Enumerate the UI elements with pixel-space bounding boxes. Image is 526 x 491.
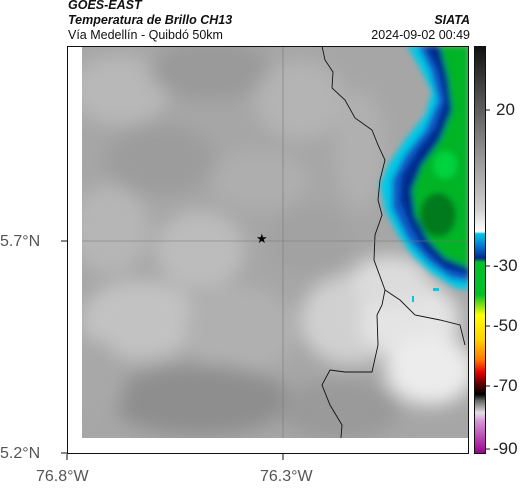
product-title: Temperatura de Brillo CH13 [68,13,233,27]
colorbar-tick-label: 20 [496,100,515,119]
colorbar-tick-label: -90 [493,439,518,458]
lat-tick-label: 5.2°N [0,445,41,462]
datetime-label: 2024-09-02 00:49 [371,28,470,42]
agency-label: SIATA [434,13,470,27]
lon-tick-label: 76.8°W [36,468,89,485]
colorbar [474,46,486,454]
lon-tick-label: 76.3°W [260,468,313,485]
satellite-name: GOES-EAST [68,0,142,12]
lat-tick-label: 5.7°N [0,233,41,250]
colorbar-tick-label: -50 [493,316,518,335]
colorbar-tick-label: -30 [493,256,518,275]
colorbar-tick-label: -70 [493,376,518,395]
region-label: Vía Medellín - Quibdó 50km [68,28,223,42]
star-icon: ★ [256,231,268,246]
